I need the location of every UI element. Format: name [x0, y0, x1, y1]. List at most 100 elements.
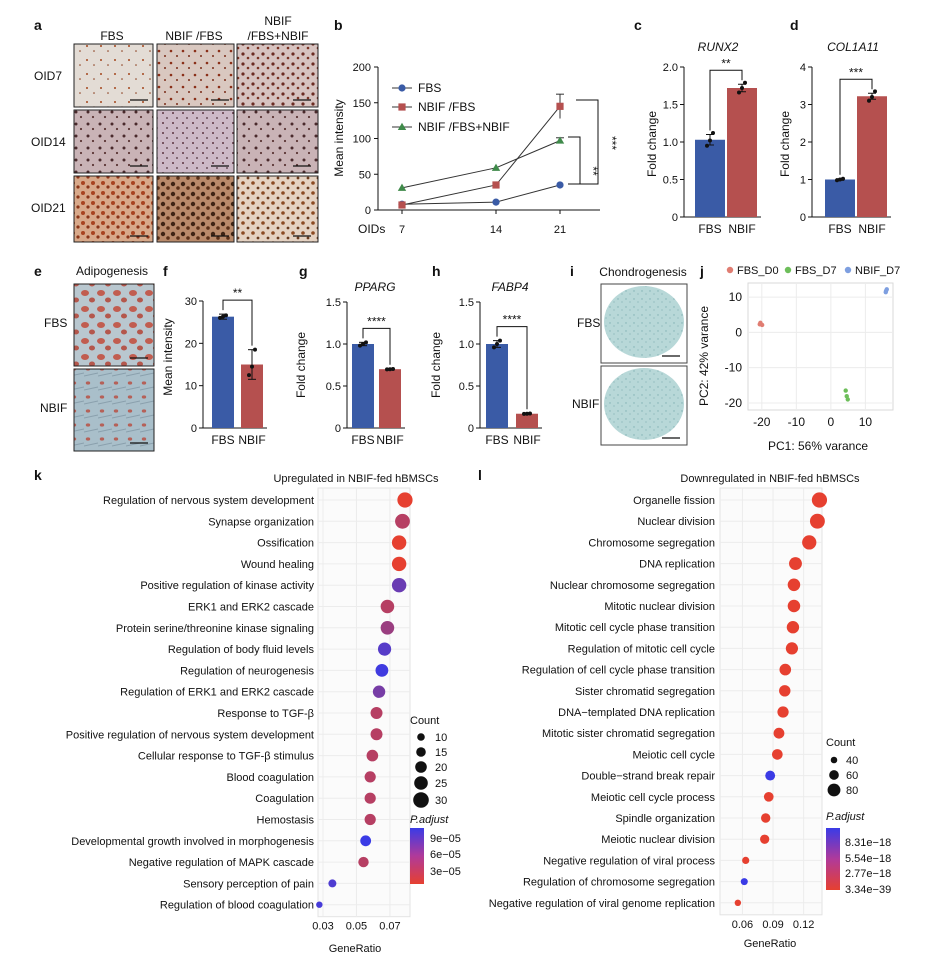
- replicate-point: [841, 176, 845, 181]
- term-label: Positive regulation of kinase activity: [140, 580, 314, 592]
- chondrogenesis-title: Chondrogenesis: [599, 265, 686, 279]
- padj-label: 2.77e−18: [845, 868, 891, 880]
- replicate-point: [250, 364, 254, 369]
- x-tick-label: 0.05: [346, 921, 367, 933]
- significance-label: **: [233, 286, 243, 300]
- x-tick-label: -20: [753, 415, 771, 429]
- y-axis-label: Fold change: [429, 332, 443, 398]
- row-label-fbs: FBS: [44, 316, 67, 330]
- y-tick-label: 20: [185, 338, 197, 350]
- padj-colorbar: [410, 828, 424, 884]
- term-dot: [370, 728, 383, 741]
- bar-fbs: [486, 344, 508, 428]
- term-label: Sister chromatid segregation: [575, 686, 715, 698]
- y-tick-label: 0.5: [663, 175, 678, 187]
- legend-size-label: 30: [435, 795, 447, 807]
- term-label: Regulation of cell cycle phase transitio…: [522, 665, 715, 677]
- y-tick-label: 0: [735, 325, 742, 339]
- term-label: Response to TGF-β: [217, 708, 314, 720]
- legend-marker: [398, 103, 406, 111]
- significance-bracket: [709, 69, 743, 131]
- x-tick-label: FBS: [828, 222, 851, 236]
- plot-area: [719, 487, 823, 916]
- term-dot: [763, 791, 774, 802]
- term-dot: [734, 899, 742, 906]
- replicate-point: [525, 411, 529, 416]
- term-dot: [811, 492, 828, 508]
- x-tick-label: 7: [399, 224, 405, 236]
- x-tick-label: FBS: [698, 222, 721, 236]
- replicate-point: [247, 373, 251, 378]
- y-tick-label: 1: [800, 175, 806, 187]
- term-label: Positive regulation of nervous system de…: [66, 729, 314, 741]
- significance-label: ****: [367, 314, 386, 328]
- row-label-oid21: OID21: [31, 201, 66, 215]
- y-axis-label: Mean intensity: [161, 318, 175, 395]
- x-tick-label: 0.03: [312, 921, 333, 933]
- panel-letter-c: c: [634, 17, 642, 33]
- term-dot: [395, 513, 410, 529]
- legend-size-dot: [416, 747, 426, 757]
- y-tick-label: 1.5: [326, 297, 341, 309]
- panel-letter-a: a: [34, 17, 42, 33]
- term-dot: [364, 771, 376, 783]
- y-tick-label: -20: [725, 396, 743, 410]
- bar-nbif: [727, 88, 757, 217]
- padj-label: 6e−05: [430, 849, 461, 861]
- x-tick-label: FBS: [485, 433, 508, 447]
- term-label: Mitotic cell cycle phase transition: [555, 622, 715, 634]
- term-dot: [316, 901, 323, 908]
- replicate-point: [737, 90, 741, 95]
- y-tick-label: 1.5: [663, 100, 678, 112]
- replicate-point: [385, 367, 389, 372]
- legend-label: NBIF /FBS+NBIF: [418, 120, 510, 134]
- term-label: Blood coagulation: [227, 772, 314, 784]
- legend-marker: [398, 84, 406, 92]
- series-line-2: [401, 140, 561, 189]
- y-tick-label: 4: [800, 62, 806, 74]
- legend-size-label: 25: [435, 778, 447, 790]
- significance-label: ***: [605, 136, 619, 150]
- chart-k-dotplot: k Upregulated in NBIF-fed hBMSCs GeneRat…: [34, 467, 461, 955]
- data-point: [555, 136, 565, 144]
- y-tick-label: 30: [185, 296, 197, 308]
- panel-a: a FBS NBIF /FBS NBIF /FBS+NBIF OID7 OID1…: [31, 14, 319, 243]
- pca-point-fbs_d7: [843, 388, 848, 393]
- legend-size-label: 80: [846, 785, 858, 797]
- term-label: Meiotic nuclear division: [601, 834, 715, 846]
- y-tick-label: 150: [353, 98, 371, 110]
- replicate-point: [218, 315, 222, 320]
- chart-j-pca: j PC2: 42% varance PC1: 56% varance -20-…: [697, 263, 900, 453]
- panel-letter-l: l: [478, 467, 482, 483]
- term-label: Negative regulation of MAPK cascade: [129, 857, 314, 869]
- panel-letter-f: f: [163, 263, 168, 279]
- x-tick-label: NBIF: [376, 433, 403, 447]
- legend-size-dot: [414, 776, 428, 790]
- x-tick-label: 10: [859, 415, 873, 429]
- term-dot: [742, 856, 750, 864]
- row-label-oid7: OID7: [34, 69, 62, 83]
- x-axis-label: GeneRatio: [744, 938, 797, 950]
- column-label-nbif-fbs: NBIF /FBS: [165, 29, 222, 43]
- term-label: DNA replication: [639, 559, 715, 571]
- replicate-point: [835, 178, 839, 183]
- term-label: Ossification: [257, 538, 314, 550]
- chart-g-bar: g PPARG Fold change 0 0.5 1.0 1.5 FBS NBIF ***…: [294, 263, 405, 447]
- x-axis-label: PC1: 56% varance: [768, 439, 868, 453]
- term-label: Regulation of ERK1 and ERK2 cascade: [120, 687, 314, 699]
- panel-e: e Adipogenesis FBS NBIF: [34, 263, 155, 452]
- y-tick-label: 0: [335, 423, 341, 435]
- y-tick-label: 1.0: [326, 339, 341, 351]
- term-dot: [391, 556, 407, 572]
- term-dot: [773, 727, 785, 739]
- term-label: Nuclear division: [637, 516, 715, 528]
- panel-letter-d: d: [790, 17, 799, 33]
- term-dot: [761, 813, 771, 823]
- term-dot: [391, 578, 407, 593]
- term-label: Regulation of chromosome segregation: [523, 877, 715, 889]
- y-tick-label: 1.0: [459, 339, 474, 351]
- data-point: [556, 102, 564, 110]
- x-tick-label: NBIF: [858, 222, 885, 236]
- significance-bracket: [839, 78, 873, 175]
